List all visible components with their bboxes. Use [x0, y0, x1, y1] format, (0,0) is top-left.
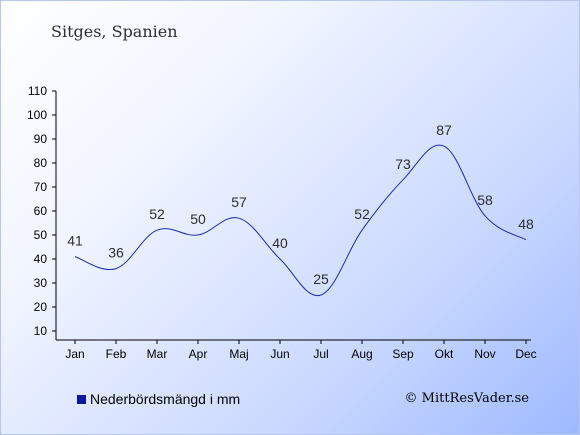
data-label: 41 — [67, 233, 83, 249]
data-label: 48 — [518, 216, 534, 232]
legend-swatch — [77, 394, 86, 404]
y-tick-label: 60 — [34, 204, 48, 218]
y-tick-label: 40 — [34, 252, 48, 266]
y-tick-label: 20 — [34, 300, 48, 314]
y-tick-label: 30 — [34, 276, 48, 290]
x-tick-label: Dec — [515, 347, 536, 361]
data-label: 57 — [231, 194, 247, 210]
data-label: 87 — [436, 122, 452, 138]
x-tick-label: Jun — [270, 347, 289, 361]
precipitation-line — [74, 144, 527, 297]
x-tick-label: Okt — [435, 347, 454, 361]
x-tick-label: Apr — [189, 347, 208, 361]
data-labels: 41 36 52 50 57 40 25 52 73 87 58 48 — [67, 122, 534, 287]
legend-label: Nederbördsmängd i mm — [90, 391, 241, 407]
y-tick-label: 110 — [28, 84, 47, 98]
legend: Nederbördsmängd i mm — [77, 391, 240, 407]
x-tick-label: Aug — [351, 347, 372, 361]
data-label: 58 — [477, 192, 493, 208]
x-tick-label: Nov — [474, 347, 495, 361]
x-tick-label: Jul — [313, 347, 328, 361]
y-tick-label: 100 — [27, 108, 47, 122]
chart-title: Sitges, Spanien — [51, 22, 178, 41]
data-label: 25 — [313, 271, 329, 287]
x-tick-label: Maj — [229, 347, 248, 361]
chart-axes: 10 20 30 40 50 60 70 80 90 100 110 Jan Feb Mar Apr Maj J… — [27, 84, 537, 361]
y-tick-label: 80 — [34, 156, 48, 170]
data-label: 52 — [149, 206, 165, 222]
data-label: 40 — [272, 235, 288, 251]
x-tick-label: Mar — [147, 347, 168, 361]
x-tick-label: Jan — [65, 347, 84, 361]
copyright-text: © MittResVader.se — [404, 391, 529, 406]
y-tick-label: 50 — [34, 228, 48, 242]
y-tick-label: 70 — [34, 180, 48, 194]
y-tick-label: 10 — [34, 324, 48, 338]
y-tick-label: 90 — [34, 132, 48, 146]
x-tick-label: Sep — [392, 347, 414, 361]
data-label: 73 — [395, 156, 411, 172]
data-label: 52 — [354, 206, 370, 222]
data-label: 36 — [108, 245, 124, 261]
x-tick-label: Feb — [106, 347, 127, 361]
data-label: 50 — [190, 211, 206, 227]
